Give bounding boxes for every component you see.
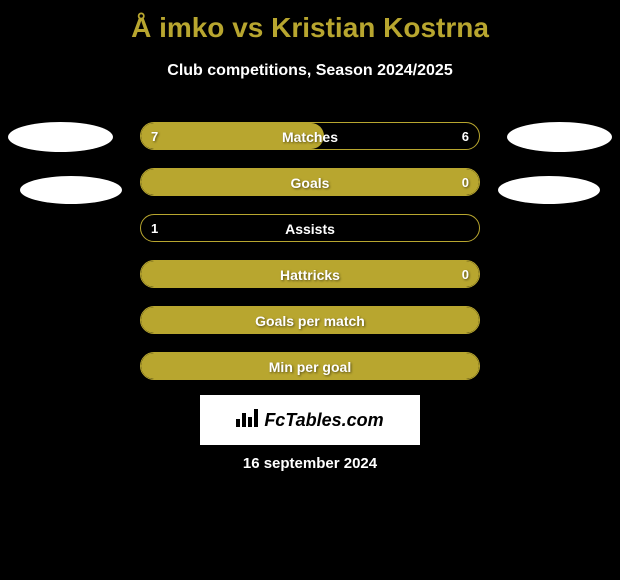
stat-label: Min per goal [141, 353, 479, 380]
player2-avatar-2 [498, 176, 600, 204]
stat-right-value: 6 [462, 123, 469, 150]
player2-avatar-1 [507, 122, 612, 152]
stat-label: Matches [141, 123, 479, 150]
chart-icon [236, 409, 258, 432]
stat-row-hattricks: Hattricks 0 [140, 260, 480, 288]
stat-row-matches: 7 Matches 6 [140, 122, 480, 150]
stat-label: Goals [141, 169, 479, 196]
stats-container: 7 Matches 6 Goals 0 1 Assists Hattricks … [140, 122, 480, 398]
stat-label: Assists [141, 215, 479, 242]
brand-logo: FcTables.com [200, 395, 420, 445]
stat-row-min-per-goal: Min per goal [140, 352, 480, 380]
date-label: 16 september 2024 [0, 455, 620, 472]
stat-row-goals-per-match: Goals per match [140, 306, 480, 334]
stat-label: Goals per match [141, 307, 479, 334]
stat-row-assists: 1 Assists [140, 214, 480, 242]
stat-right-value: 0 [462, 261, 469, 288]
stat-row-goals: Goals 0 [140, 168, 480, 196]
player1-avatar-1 [8, 122, 113, 152]
stat-right-value: 0 [462, 169, 469, 196]
comparison-subtitle: Club competitions, Season 2024/2025 [0, 62, 620, 80]
brand-name: FcTables.com [264, 410, 383, 431]
stat-label: Hattricks [141, 261, 479, 288]
player1-avatar-2 [20, 176, 122, 204]
comparison-title: Å imko vs Kristian Kostrna [0, 0, 620, 44]
